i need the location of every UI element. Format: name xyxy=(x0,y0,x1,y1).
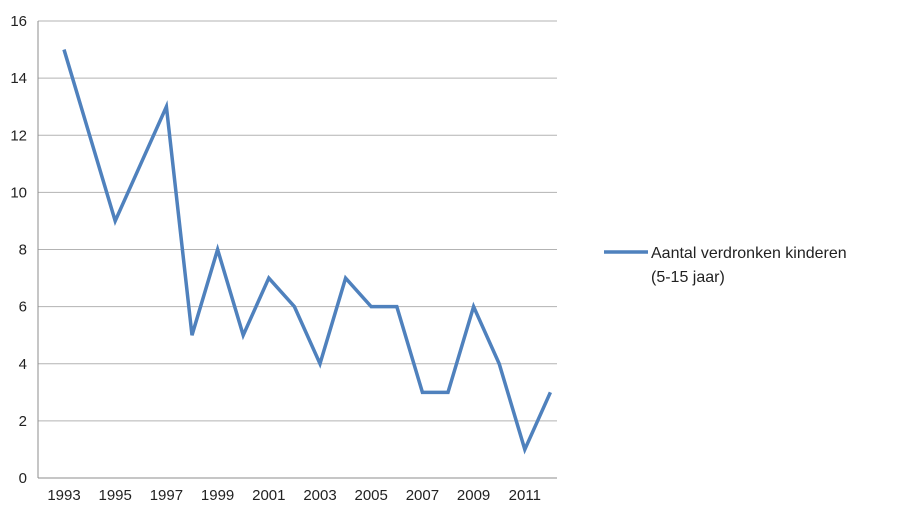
y-tick-label: 4 xyxy=(19,356,27,373)
series-line-verdronken-kinderen xyxy=(62,49,552,455)
y-tick-label: 6 xyxy=(19,299,27,316)
x-tick-label: 2001 xyxy=(252,487,285,504)
y-tick-label: 8 xyxy=(19,242,27,259)
x-tick-label: 1995 xyxy=(99,487,132,504)
y-tick-label: 0 xyxy=(19,470,27,487)
y-tick-label: 16 xyxy=(10,13,27,30)
x-tick-label: 2009 xyxy=(457,487,490,504)
y-tick-label: 14 xyxy=(10,70,27,87)
legend-label-line-1: Aantal verdronken kinderen xyxy=(651,245,847,262)
x-tick-label: 2005 xyxy=(355,487,388,504)
x-axis-tick-labels: 1993 1995 1997 1999 2001 2003 2005 2007 2009 2011 xyxy=(47,487,541,504)
y-tick-label: 2 xyxy=(19,413,27,430)
y-tick-label: 10 xyxy=(10,184,27,201)
x-tick-label: 1999 xyxy=(201,487,234,504)
y-tick-label: 12 xyxy=(10,127,27,144)
gridlines xyxy=(38,20,557,422)
y-axis-tick-labels: 0 2 4 6 8 10 12 14 16 xyxy=(10,13,27,487)
x-tick-label: 2011 xyxy=(509,487,541,504)
legend-label-line-2: (5-15 jaar) xyxy=(651,269,725,286)
x-tick-label: 2007 xyxy=(406,487,439,504)
x-tick-label: 1997 xyxy=(150,487,183,504)
x-tick-label: 1993 xyxy=(47,487,80,504)
x-tick-label: 2003 xyxy=(303,487,336,504)
legend: Aantal verdronken kinderen (5-15 jaar) xyxy=(604,245,847,286)
